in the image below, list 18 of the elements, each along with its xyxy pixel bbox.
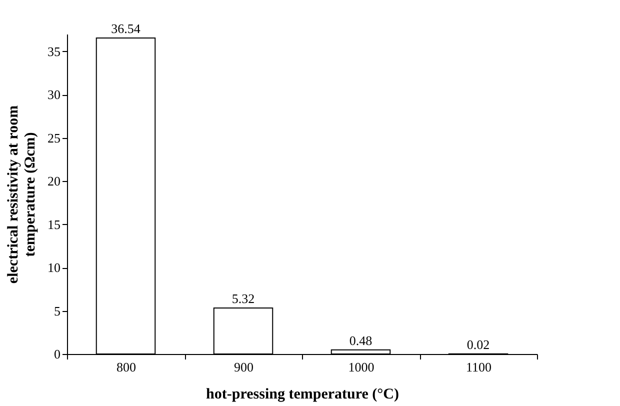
x-tick-label: 1000	[348, 360, 374, 374]
x-tick-label: 900	[234, 360, 254, 374]
y-axis-title: electrical resistivity at room temperature (Ωcm)	[6, 104, 38, 284]
x-tick-label: 1100	[466, 360, 492, 374]
y-tick-label: 30	[48, 87, 60, 102]
data-label: 36.54	[111, 20, 141, 36]
y-tick-label: 0	[54, 346, 60, 362]
data-label: 5.32	[232, 290, 255, 306]
y-tick-label: 10	[48, 260, 60, 276]
data-label: 0.48	[349, 332, 372, 348]
x-tick-label: 800	[116, 360, 136, 374]
y-tick-label: 15	[48, 216, 60, 232]
y-tick-label: 35	[48, 44, 60, 59]
data-label: 0.02	[466, 336, 490, 352]
y-tick-label: 20	[48, 174, 60, 189]
y-tick-label: 5	[54, 303, 60, 318]
x-axis-title: hot-pressing temperature (°C)	[206, 386, 399, 402]
y-tick-label: 25	[48, 130, 60, 146]
